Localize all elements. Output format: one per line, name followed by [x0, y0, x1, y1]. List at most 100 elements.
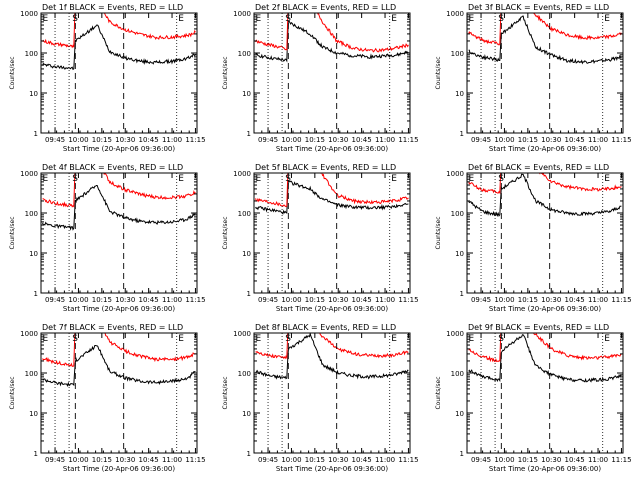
y-tick-label: 1000: [233, 330, 251, 338]
x-tick-label: 10:30: [328, 136, 348, 144]
y-tick-label: 1000: [446, 170, 464, 178]
marker-label-3: E: [178, 174, 184, 184]
y-tick-label: 1000: [233, 170, 251, 178]
y-tick-label: 1: [34, 130, 38, 138]
x-tick-label: 11:00: [588, 296, 608, 304]
x-tick-label: 10:45: [352, 456, 372, 464]
x-tick-label: 09:45: [45, 456, 65, 464]
y-tick-label: 1: [247, 290, 251, 298]
x-tick-label: 10:15: [92, 296, 112, 304]
x-tick-label: 09:45: [258, 136, 278, 144]
marker-label-2: S: [72, 14, 78, 24]
x-tick-label: 10:30: [115, 136, 135, 144]
x-axis-label: Start Time (20-Apr-06 09:36:00): [63, 145, 175, 153]
y-axis-label: Counts/sec: [222, 56, 229, 89]
panel-title: Det 5f BLACK = Events, RED = LLD: [255, 163, 396, 172]
x-tick-label: 10:30: [541, 136, 561, 144]
x-axis-label: Start Time (20-Apr-06 09:36:00): [489, 305, 601, 313]
x-tick-label: 10:45: [565, 456, 585, 464]
y-tick-label: 1000: [20, 170, 38, 178]
y-tick-label: 1: [460, 290, 464, 298]
y-tick-label: 10: [455, 410, 464, 418]
x-tick-label: 11:15: [611, 296, 631, 304]
x-tick-label: 10:15: [305, 136, 325, 144]
x-tick-label: 09:45: [45, 136, 65, 144]
marker-label-2: S: [498, 174, 504, 184]
x-tick-label: 10:00: [68, 456, 88, 464]
x-tick-label: 11:15: [185, 456, 205, 464]
x-tick-label: 11:00: [588, 136, 608, 144]
y-axis-label: Counts/sec: [9, 216, 16, 249]
x-tick-label: 10:45: [565, 296, 585, 304]
x-tick-label: 10:00: [281, 296, 301, 304]
x-tick-label: 11:15: [611, 456, 631, 464]
x-tick-label: 09:45: [258, 296, 278, 304]
marker-label-2: S: [72, 334, 78, 344]
y-tick-label: 1000: [20, 10, 38, 18]
y-tick-label: 1: [247, 130, 251, 138]
x-tick-label: 11:00: [588, 456, 608, 464]
x-tick-label: 10:00: [494, 456, 514, 464]
y-tick-label: 100: [451, 50, 464, 58]
x-tick-label: 11:00: [375, 296, 395, 304]
x-tick-label: 10:30: [541, 296, 561, 304]
marker-label-2: S: [498, 14, 504, 24]
x-axis-label: Start Time (20-Apr-06 09:36:00): [276, 465, 388, 473]
x-tick-label: 11:15: [185, 296, 205, 304]
panel-title: Det 9f BLACK = Events, RED = LLD: [468, 323, 609, 332]
marker-label-2: S: [285, 334, 291, 344]
x-tick-label: 10:30: [328, 296, 348, 304]
y-tick-label: 10: [29, 410, 38, 418]
x-tick-label: 10:30: [328, 456, 348, 464]
x-tick-label: 11:15: [398, 136, 418, 144]
y-tick-label: 100: [25, 370, 38, 378]
marker-label-3: E: [391, 14, 397, 24]
marker-label-3: E: [604, 334, 610, 344]
y-tick-label: 10: [242, 250, 251, 258]
y-axis-label: Counts/sec: [435, 376, 442, 409]
x-tick-label: 11:00: [162, 456, 182, 464]
x-tick-label: 09:45: [471, 456, 491, 464]
x-tick-label: 11:00: [162, 136, 182, 144]
x-axis-label: Start Time (20-Apr-06 09:36:00): [489, 145, 601, 153]
x-axis-label: Start Time (20-Apr-06 09:36:00): [63, 465, 175, 473]
y-tick-label: 10: [242, 90, 251, 98]
x-tick-label: 10:30: [115, 296, 135, 304]
x-tick-label: 10:00: [68, 296, 88, 304]
x-tick-label: 10:45: [352, 296, 372, 304]
x-tick-label: 10:15: [305, 456, 325, 464]
x-tick-label: 09:45: [258, 456, 278, 464]
y-tick-label: 10: [242, 410, 251, 418]
panel-title: Det 2f BLACK = Events, RED = LLD: [255, 3, 396, 12]
y-tick-label: 10: [29, 90, 38, 98]
x-tick-label: 09:45: [45, 296, 65, 304]
x-tick-label: 09:45: [471, 296, 491, 304]
x-tick-label: 11:15: [398, 296, 418, 304]
marker-label-2: S: [285, 174, 291, 184]
x-axis-label: Start Time (20-Apr-06 09:36:00): [63, 305, 175, 313]
panel-title: Det 4f BLACK = Events, RED = LLD: [42, 163, 183, 172]
x-tick-label: 11:15: [611, 136, 631, 144]
y-tick-label: 10: [455, 250, 464, 258]
y-tick-label: 1000: [233, 10, 251, 18]
x-tick-label: 11:15: [398, 456, 418, 464]
x-tick-label: 10:15: [518, 136, 538, 144]
x-tick-label: 10:00: [494, 136, 514, 144]
y-tick-label: 1: [34, 450, 38, 458]
y-tick-label: 1000: [446, 10, 464, 18]
y-tick-label: 1: [247, 450, 251, 458]
x-tick-label: 10:15: [92, 136, 112, 144]
x-tick-label: 10:45: [139, 296, 159, 304]
x-tick-label: 11:00: [375, 456, 395, 464]
y-tick-label: 100: [238, 50, 251, 58]
x-tick-label: 10:15: [518, 456, 538, 464]
x-tick-label: 10:30: [541, 456, 561, 464]
y-tick-label: 100: [25, 210, 38, 218]
y-axis-label: Counts/sec: [222, 216, 229, 249]
x-tick-label: 10:30: [115, 456, 135, 464]
x-tick-label: 10:00: [281, 456, 301, 464]
y-tick-label: 1000: [20, 330, 38, 338]
marker-label-2: S: [498, 334, 504, 344]
y-axis-label: Counts/sec: [9, 56, 16, 89]
